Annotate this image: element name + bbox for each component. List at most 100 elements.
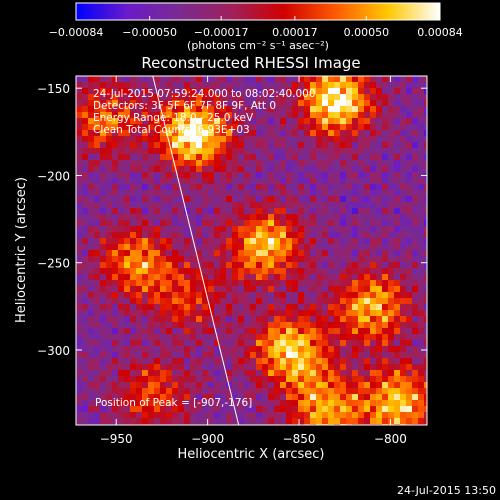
heatmap-cell [172, 148, 179, 155]
heatmap-cell [124, 202, 131, 209]
heatmap-cell [310, 250, 317, 257]
heatmap-cell [250, 76, 257, 83]
heatmap-cell [400, 214, 407, 221]
heatmap-cell [238, 190, 245, 197]
heatmap-cell [214, 148, 221, 155]
heatmap-cell [142, 76, 149, 83]
heatmap-cell [82, 142, 89, 149]
heatmap-cell [190, 220, 197, 227]
heatmap-cell [340, 196, 347, 203]
heatmap-cell [202, 232, 209, 239]
heatmap-cell [226, 76, 233, 83]
heatmap-cell [244, 106, 251, 113]
heatmap-cell [94, 388, 101, 395]
heatmap-cell [88, 148, 95, 155]
heatmap-cell [250, 376, 257, 383]
heatmap-cell [310, 214, 317, 221]
heatmap-cell [202, 256, 209, 263]
heatmap-cell [352, 352, 359, 359]
heatmap-cell [214, 172, 221, 179]
heatmap-cell [178, 382, 185, 389]
heatmap-cell [412, 292, 419, 299]
heatmap-cell [358, 268, 365, 275]
heatmap-cell [262, 298, 269, 305]
heatmap-cell [94, 364, 101, 371]
heatmap-cell [394, 76, 401, 83]
heatmap-cell [76, 382, 83, 389]
heatmap-cell [250, 166, 257, 173]
heatmap-cell [418, 238, 425, 245]
heatmap-cell [160, 214, 167, 221]
heatmap-cell [274, 388, 281, 395]
heatmap-cell [298, 316, 305, 323]
heatmap-cell [322, 286, 329, 293]
heatmap-cell [172, 136, 179, 143]
x-axis-title: Heliocentric X (arcsec) [178, 447, 325, 462]
heatmap-cell [388, 298, 395, 305]
heatmap-cell [142, 94, 149, 101]
heatmap-cell [394, 244, 401, 251]
heatmap-cell [82, 382, 89, 389]
heatmap-cell [226, 250, 233, 257]
heatmap-cell [370, 136, 377, 143]
heatmap-cell [268, 166, 275, 173]
heatmap-cell [178, 112, 185, 119]
heatmap-cell [346, 352, 353, 359]
heatmap-cell [220, 328, 227, 335]
heatmap-cell [322, 178, 329, 185]
heatmap-cell [394, 328, 401, 335]
heatmap-cell [88, 214, 95, 221]
heatmap-cell [166, 382, 173, 389]
heatmap-cell [112, 238, 119, 245]
heatmap-cell [256, 346, 263, 353]
heatmap-cell [94, 250, 101, 257]
heatmap-cell [394, 214, 401, 221]
heatmap-cell [418, 232, 425, 239]
heatmap-cell [226, 328, 233, 335]
heatmap-cell [82, 280, 89, 287]
heatmap-cell [376, 238, 383, 245]
heatmap-cell [316, 202, 323, 209]
heatmap-cell [274, 220, 281, 227]
heatmap-cell [400, 244, 407, 251]
heatmap-cell [178, 346, 185, 353]
heatmap-cell [358, 388, 365, 395]
heatmap-cell [178, 220, 185, 227]
heatmap-cell [226, 388, 233, 395]
heatmap-cell [286, 262, 293, 269]
heatmap-cell [400, 388, 407, 395]
heatmap-cell [400, 232, 407, 239]
heatmap-cell [88, 328, 95, 335]
heatmap-cell [154, 316, 161, 323]
heatmap-cell [94, 244, 101, 251]
heatmap-cell [196, 286, 203, 293]
heatmap-cell [250, 400, 257, 407]
heatmap-cell [148, 322, 155, 329]
heatmap-cell [190, 82, 197, 89]
heatmap-cell [82, 214, 89, 221]
heatmap-cell [286, 196, 293, 203]
heatmap-cell [382, 310, 389, 317]
heatmap-cell [388, 334, 395, 341]
heatmap-cell [352, 376, 359, 383]
heatmap-cell [274, 412, 281, 419]
heatmap-cell [406, 412, 413, 419]
heatmap-cell [340, 316, 347, 323]
heatmap-cell [292, 106, 299, 113]
heatmap-cell [358, 160, 365, 167]
heatmap-cell [352, 280, 359, 287]
heatmap-cell [226, 214, 233, 221]
heatmap-cell [148, 370, 155, 377]
heatmap-cell [94, 292, 101, 299]
heatmap-cell [244, 298, 251, 305]
heatmap-cell [136, 118, 143, 125]
heatmap-cell [418, 334, 425, 341]
heatmap-cell [424, 400, 427, 407]
heatmap-cell [124, 418, 131, 425]
heatmap-cell [244, 94, 251, 101]
heatmap-cell [208, 184, 215, 191]
heatmap-cell [214, 190, 221, 197]
heatmap-cell [208, 202, 215, 209]
heatmap-cell [382, 196, 389, 203]
heatmap-cell [202, 370, 209, 377]
